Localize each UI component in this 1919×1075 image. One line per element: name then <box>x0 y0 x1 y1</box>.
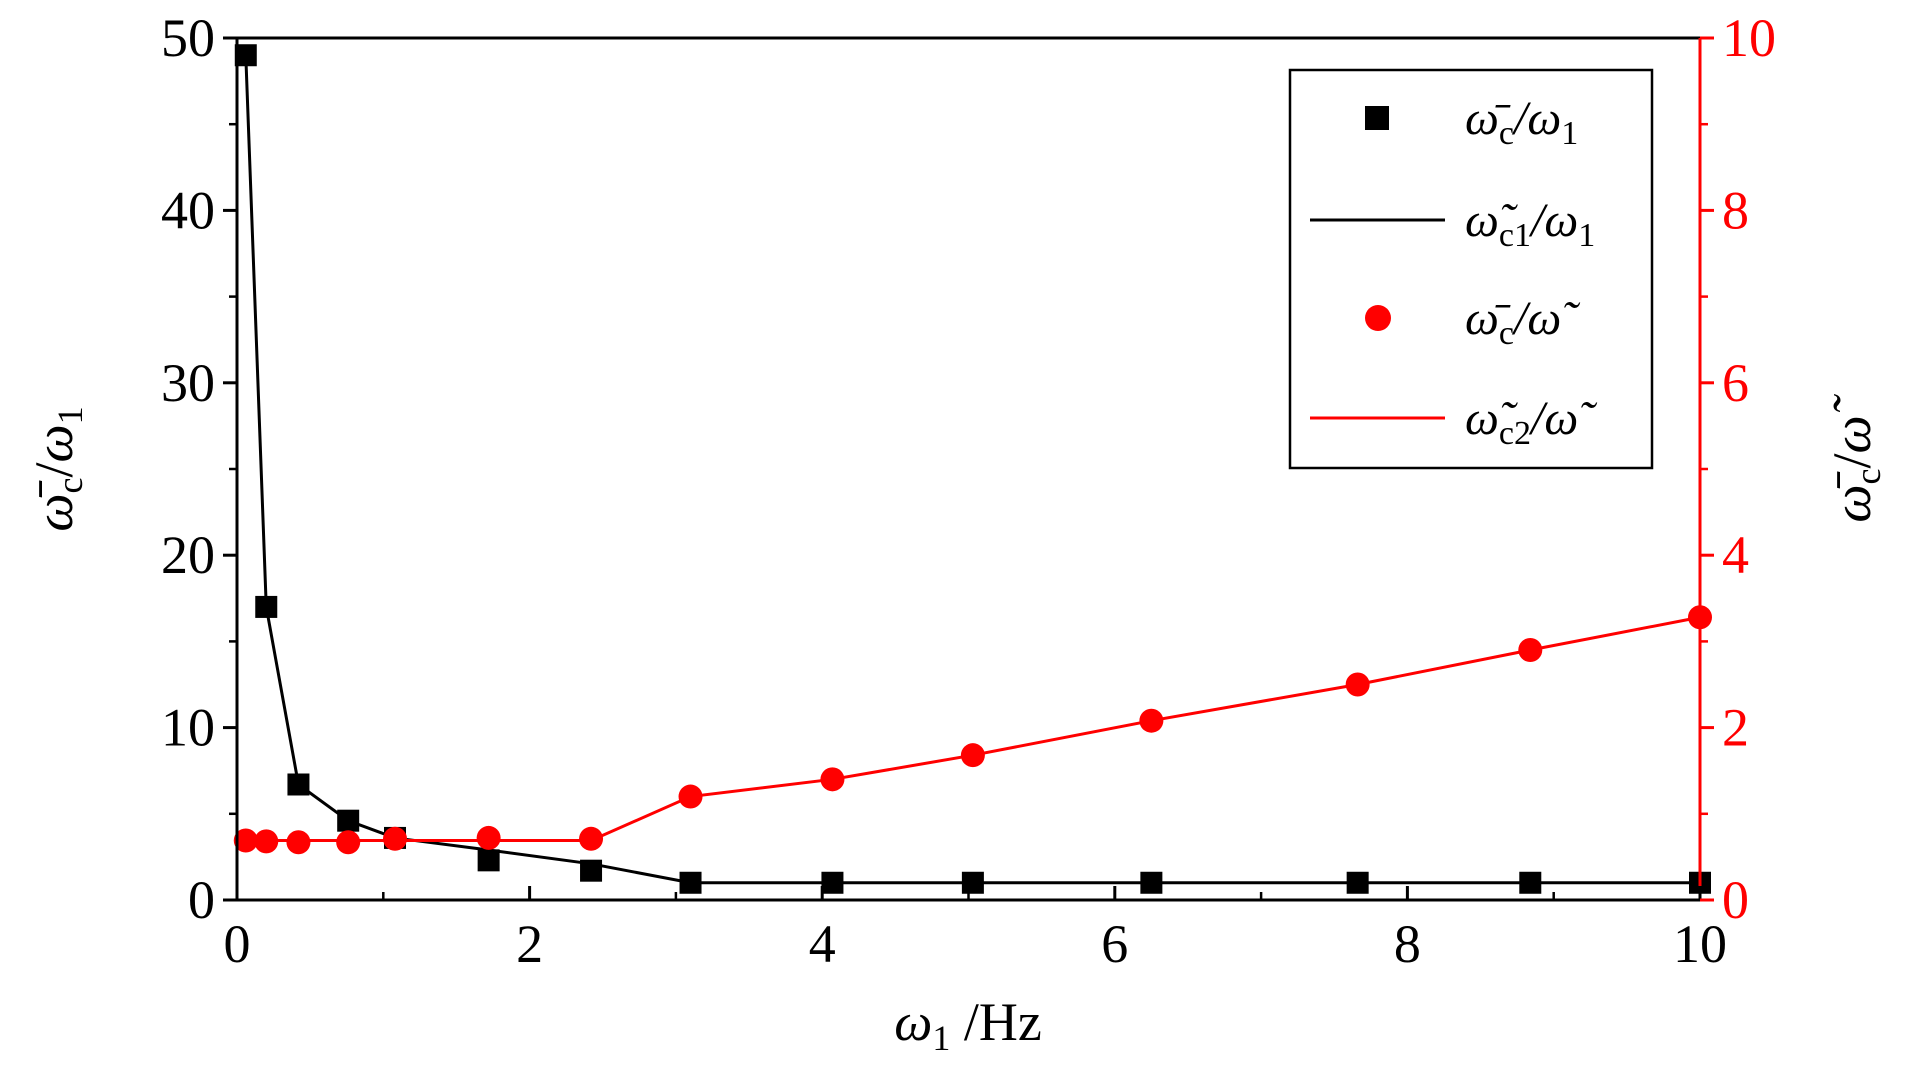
y-left-tick-label: 20 <box>161 525 215 585</box>
circle-marker <box>678 784 703 809</box>
legend-label-sub: c <box>1499 115 1514 152</box>
x-axis-title: ω1 /Hz <box>894 992 1042 1058</box>
y-right-tick-label: 2 <box>1722 698 1749 758</box>
square-marker <box>255 595 278 618</box>
square-marker <box>1519 871 1542 894</box>
square-marker <box>234 44 257 67</box>
legend-label: ω̃c1/ω1 <box>1465 194 1595 254</box>
y-left-tick-label: 10 <box>161 698 215 758</box>
y-right-axis-title: ω̄c/ω̃ <box>1822 393 1888 522</box>
x-tick-label: 8 <box>1394 914 1421 974</box>
legend: ω̄c/ω1ω̃c1/ω1ω̄c/ω̃ω̃c2/ω̃ <box>1288 68 1654 470</box>
circle-marker <box>1139 708 1164 733</box>
y-left-tick-label: 30 <box>161 353 215 413</box>
y-left-tick-label: 40 <box>161 180 215 240</box>
circle-marker <box>233 828 258 853</box>
y-right-tick-label: 8 <box>1722 180 1749 240</box>
circle-marker <box>476 825 501 850</box>
circle-marker <box>286 830 311 855</box>
legend-label-rest-sub: 1 <box>1561 115 1578 152</box>
square-marker <box>679 871 702 894</box>
y-right-tick-label: 4 <box>1722 525 1749 585</box>
x-tick-label: 2 <box>516 914 543 974</box>
square-marker <box>337 809 360 832</box>
legend-square-swatch <box>1365 106 1389 130</box>
circle-marker <box>960 743 985 768</box>
legend-label-sub: c <box>1499 315 1514 352</box>
legend-box <box>1288 68 1654 470</box>
legend-label-rest: /ω <box>1528 194 1578 247</box>
legend-label-rest: /ω <box>1511 92 1561 145</box>
circle-marker <box>254 829 279 854</box>
legend-circle-swatch <box>1365 305 1391 331</box>
circle-marker <box>1345 672 1370 697</box>
square-marker <box>580 859 603 882</box>
square-marker <box>1140 871 1163 894</box>
y-left-axis-title: ω̄c/ω1 <box>24 406 90 531</box>
square-marker <box>1346 871 1369 894</box>
square-marker <box>477 849 500 872</box>
square-marker <box>821 871 844 894</box>
y-left-tick-label: 0 <box>188 870 215 930</box>
legend-label-sub: c1 <box>1499 217 1531 254</box>
x-tick-label: 10 <box>1673 914 1727 974</box>
square-marker <box>961 871 984 894</box>
circle-marker <box>1518 638 1543 663</box>
circle-marker <box>383 826 408 851</box>
series-layer <box>233 44 1712 894</box>
y-left-tick-label: 50 <box>161 8 215 68</box>
circle-marker <box>579 826 604 851</box>
circle-marker <box>336 830 361 855</box>
circle-marker <box>820 767 845 792</box>
legend-label: ω̃c2/ω̃ <box>1465 392 1597 452</box>
x-tick-label: 4 <box>809 914 836 974</box>
y-right-tick-label: 0 <box>1722 870 1749 930</box>
square-marker <box>287 773 310 796</box>
legend-label-sub: c2 <box>1499 415 1531 452</box>
y-right-tick-label: 6 <box>1722 353 1749 413</box>
x-tick-label: 0 <box>224 914 251 974</box>
y-right-tick-label: 10 <box>1722 8 1776 68</box>
x-tick-label: 6 <box>1101 914 1128 974</box>
legend-label-rest-sub: 1 <box>1578 217 1595 254</box>
